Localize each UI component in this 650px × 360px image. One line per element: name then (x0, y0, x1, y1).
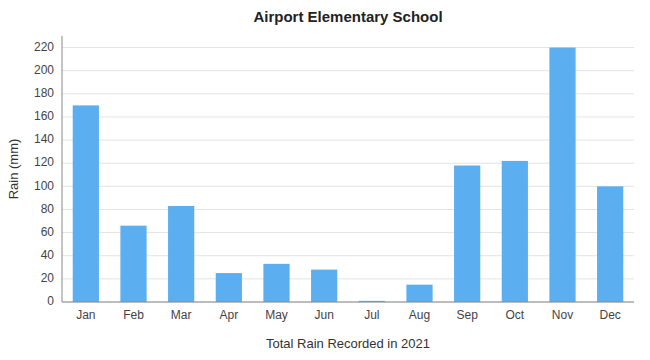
y-tick-label: 160 (34, 109, 54, 123)
bar (216, 273, 242, 302)
y-tick-label: 220 (34, 40, 54, 54)
grid-line (62, 47, 634, 48)
chart-container: 0 20 40 60 80 100 120 140 160 180 200 220 Jan Feb Mar A… (0, 0, 650, 360)
axes (62, 36, 634, 302)
bar (263, 264, 289, 302)
grid-line (62, 255, 634, 256)
x-tick-label: Feb (123, 308, 144, 322)
grid-line (62, 186, 634, 187)
title: Airport Elementary School (253, 8, 442, 25)
bar (406, 285, 432, 302)
y-ticks: 0 20 40 60 80 100 120 140 160 180 200 220 (34, 40, 54, 308)
x-tick-label: Nov (552, 308, 573, 322)
x-tick-label: Jul (364, 308, 379, 322)
y-axis-line (62, 36, 63, 302)
x-axis-line (62, 302, 634, 303)
grid-line (62, 116, 634, 117)
x-tick-label: Aug (409, 308, 430, 322)
x-tick-label: May (265, 308, 288, 322)
y-tick-label: 120 (34, 155, 54, 169)
x-tick-label: Sep (456, 308, 478, 322)
x-tick-label: Jun (314, 308, 333, 322)
grid (62, 48, 634, 302)
bar (454, 166, 480, 302)
y-tick-label: 140 (34, 132, 54, 146)
y-tick-label: 20 (41, 271, 55, 285)
x-tick-label: Dec (599, 308, 620, 322)
x-tick-label: Mar (171, 308, 192, 322)
y-tick-label: 60 (41, 225, 55, 239)
grid-line (62, 209, 634, 210)
bar (502, 161, 528, 302)
grid-line (62, 70, 634, 71)
grid-line (62, 302, 634, 303)
grid-line (62, 278, 634, 279)
bar (597, 186, 623, 302)
bar (311, 270, 337, 302)
y-tick-label: 0 (47, 294, 54, 308)
y-tick-label: 80 (41, 202, 55, 216)
bar (549, 48, 575, 302)
x-tick-label: Jan (76, 308, 95, 322)
bar (120, 226, 146, 302)
x-axis-label: Total Rain Recorded in 2021 (266, 336, 430, 351)
y-tick-label: 100 (34, 179, 54, 193)
y-axis-label: Rain (mm) (6, 139, 21, 200)
x-ticks: Jan Feb Mar Apr May Jun Jul Aug Sep Oct Nov Dec (76, 308, 621, 322)
y-tick-label: 200 (34, 63, 54, 77)
chart-svg: 0 20 40 60 80 100 120 140 160 180 200 220 Jan Feb Mar A… (0, 0, 650, 360)
grid-line (62, 232, 634, 233)
grid-line (62, 163, 634, 164)
y-tick-label: 180 (34, 86, 54, 100)
grid-line (62, 140, 634, 141)
grid-line (62, 93, 634, 94)
x-tick-label: Oct (505, 308, 524, 322)
page: {"chart_data": {"type": "bar", "title": … (0, 0, 650, 360)
bar (73, 105, 99, 302)
y-tick-label: 40 (41, 248, 55, 262)
x-tick-label: Apr (219, 308, 238, 322)
bar (168, 206, 194, 302)
bars (73, 48, 624, 302)
